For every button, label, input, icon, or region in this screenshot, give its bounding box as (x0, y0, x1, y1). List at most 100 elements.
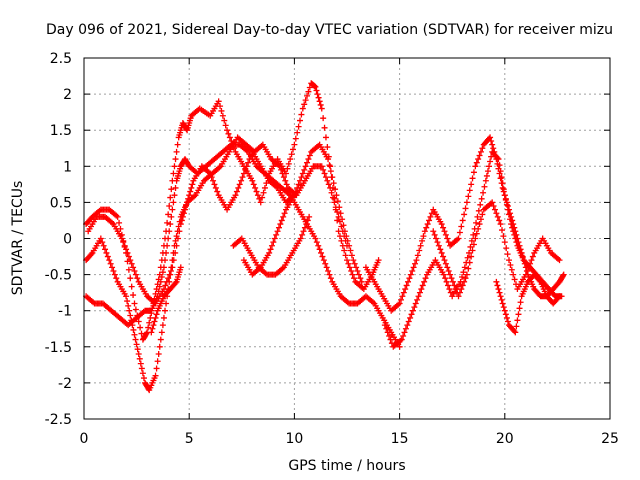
data-point (292, 135, 299, 142)
data-point (169, 264, 176, 271)
data-point (334, 209, 341, 216)
series-track-5 (148, 264, 184, 336)
data-point (560, 272, 567, 279)
data-point (527, 260, 534, 267)
data-point (499, 300, 506, 307)
data-point (466, 259, 473, 266)
data-point (455, 235, 462, 242)
data-point (306, 152, 313, 159)
data-point (137, 360, 144, 367)
data-point (447, 289, 454, 296)
data-point (407, 314, 414, 321)
data-point (442, 231, 449, 238)
data-point (560, 271, 567, 278)
data-point (260, 189, 267, 196)
data-point (218, 107, 225, 114)
y-tick-label: 1.5 (50, 123, 72, 139)
data-point (267, 246, 274, 253)
data-point (405, 278, 412, 285)
y-tick-label: 0 (63, 232, 72, 248)
data-point (502, 311, 509, 318)
data-point (313, 239, 320, 246)
data-point (257, 199, 264, 206)
data-point (396, 343, 403, 350)
data-point (106, 257, 113, 264)
data-point (448, 275, 455, 282)
data-point (135, 318, 142, 325)
data-point (496, 289, 503, 296)
data-point (149, 325, 156, 332)
data-point (233, 188, 240, 195)
data-point (422, 275, 429, 282)
data-point (477, 148, 484, 155)
data-point (322, 134, 329, 141)
data-point (127, 312, 134, 319)
data-point (512, 329, 519, 336)
data-point (156, 283, 163, 290)
data-point (419, 237, 426, 244)
x-tick-label: 25 (601, 431, 619, 447)
data-point (482, 177, 489, 184)
data-point (169, 206, 176, 213)
data-point (302, 97, 309, 104)
data-point (280, 213, 287, 220)
data-point (470, 241, 477, 248)
data-point (494, 282, 501, 289)
data-point (479, 145, 486, 152)
data-point (284, 165, 291, 172)
data-point (135, 351, 142, 358)
data-point (324, 177, 331, 184)
data-point (170, 199, 177, 206)
data-point (268, 242, 275, 249)
data-point (252, 184, 259, 191)
data-point (506, 211, 513, 218)
data-point (353, 264, 360, 271)
data-point (212, 184, 219, 191)
x-axis-label: GPS time / hours (288, 458, 405, 474)
data-point (304, 159, 311, 166)
data-point (313, 87, 320, 94)
data-point (157, 336, 164, 343)
data-point (312, 83, 319, 90)
data-point (304, 217, 311, 224)
data-point (348, 252, 355, 259)
data-point (503, 245, 510, 252)
data-point (327, 168, 334, 175)
data-point (128, 260, 135, 267)
data-point (249, 177, 256, 184)
data-point (165, 211, 172, 218)
data-point (413, 257, 420, 264)
data-point (295, 181, 302, 188)
y-axis-label: SDTVAR / TECUs (10, 181, 26, 296)
data-point (103, 249, 110, 256)
data-point (347, 247, 354, 254)
data-point (162, 307, 169, 314)
data-point (466, 187, 473, 194)
data-point (411, 304, 418, 311)
data-point (504, 318, 511, 325)
data-point (514, 317, 521, 324)
data-point (153, 311, 160, 318)
series-track-11 (493, 271, 563, 336)
data-point (134, 275, 141, 282)
data-point (524, 267, 531, 274)
data-point (466, 249, 473, 256)
data-point (178, 217, 185, 224)
data-point (110, 267, 117, 274)
data-point (438, 249, 445, 256)
data-point (489, 141, 496, 148)
x-tick-label: 0 (80, 431, 89, 447)
data-point (172, 184, 179, 191)
data-point (321, 170, 328, 177)
y-tick-label: -2.5 (45, 412, 72, 428)
data-points (83, 80, 567, 394)
data-point (475, 225, 482, 232)
data-point (116, 219, 123, 226)
data-point (401, 329, 408, 336)
data-point (513, 239, 520, 246)
data-point (270, 239, 277, 246)
data-point (168, 213, 175, 220)
data-point (427, 213, 434, 220)
data-point (341, 233, 348, 240)
data-point (408, 311, 415, 318)
